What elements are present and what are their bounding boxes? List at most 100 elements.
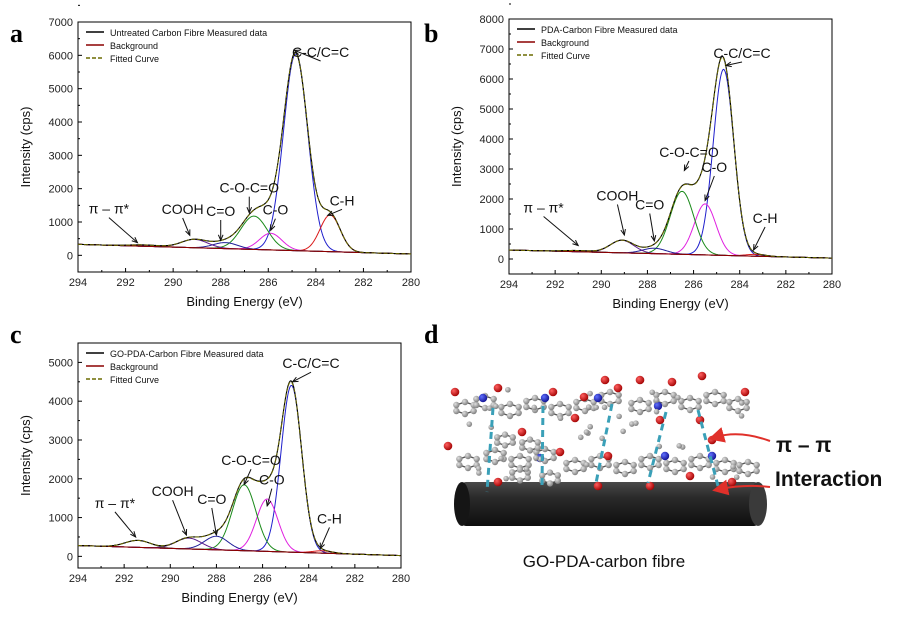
y-tick-label: 0 bbox=[67, 551, 73, 563]
carbon-atom bbox=[516, 466, 524, 473]
annotation-arrow bbox=[292, 371, 312, 383]
y-tick-label: 5000 bbox=[49, 84, 73, 96]
nitrogen-atom bbox=[593, 393, 603, 403]
y-tick-label: 5000 bbox=[480, 104, 504, 116]
carbon-atom bbox=[548, 403, 555, 411]
carbon-atom bbox=[490, 395, 497, 403]
carbon-atom bbox=[534, 444, 541, 451]
annotation-arrow bbox=[649, 213, 655, 242]
annotation-arrowhead bbox=[704, 194, 710, 202]
carbon-atom bbox=[671, 468, 679, 476]
peak-annotation: C-O-C=O bbox=[659, 144, 719, 160]
oxygen-atom bbox=[727, 477, 737, 487]
carbon-atom bbox=[516, 452, 524, 460]
y-tick-label: 0 bbox=[498, 254, 504, 266]
annotation-arrowhead bbox=[293, 49, 301, 55]
plot-area bbox=[78, 51, 411, 255]
carbon-atom bbox=[588, 455, 595, 463]
plot-area bbox=[509, 55, 832, 259]
peak-c-c-c-c bbox=[78, 384, 401, 557]
oxygen-atom bbox=[707, 435, 717, 445]
carbon-atom bbox=[720, 397, 727, 405]
carbon-atom bbox=[473, 401, 480, 409]
carbon-atom bbox=[509, 439, 516, 446]
peak-annotation: C=O bbox=[197, 491, 226, 507]
carbon-atom bbox=[546, 469, 554, 476]
carbon-atom bbox=[583, 461, 590, 468]
carbon-atom bbox=[470, 407, 477, 415]
carbon-atom bbox=[688, 461, 695, 469]
carbon-atom bbox=[638, 455, 645, 463]
oxygen-atom bbox=[443, 441, 453, 451]
background-line bbox=[78, 243, 411, 255]
molecular-layers bbox=[443, 371, 760, 491]
carbon-atom bbox=[509, 474, 516, 481]
panel-a: 294 292 290 288 286 284 282 280 0 1000 2000 3000 400… bbox=[18, 4, 420, 309]
annotation-arrowhead bbox=[243, 478, 249, 486]
y-axis-label: Intensity (cps) bbox=[449, 106, 464, 187]
panel-d: π – π Interaction GO-PDA-carbon fibre bbox=[443, 371, 882, 571]
carbon-atom bbox=[491, 446, 499, 454]
x-tick-label: 294 bbox=[500, 279, 518, 291]
interaction-arrows bbox=[708, 427, 771, 496]
x-tick-label: 280 bbox=[823, 279, 841, 291]
carbon-atom bbox=[550, 448, 557, 456]
y-tick-label: 1000 bbox=[49, 217, 73, 229]
carbon-atom bbox=[663, 465, 670, 473]
carbon-atom bbox=[695, 397, 702, 405]
carbon-atom bbox=[653, 397, 660, 403]
carbon-atom bbox=[476, 470, 482, 476]
oxygen-atom bbox=[697, 371, 707, 381]
peak-c-c-c-c bbox=[509, 68, 832, 259]
x-tick-label: 290 bbox=[161, 573, 179, 585]
carbon-fibre bbox=[454, 482, 767, 526]
legend-entry: GO-PDA-Carbon Fibre Measured data bbox=[110, 349, 264, 359]
oxygen-atom bbox=[555, 447, 565, 457]
oxygen-atom bbox=[570, 413, 580, 423]
carbon-atom bbox=[581, 407, 589, 415]
carbon-atom bbox=[630, 461, 637, 469]
annotation-arrow bbox=[753, 226, 766, 251]
panel-b: 294 292 290 288 286 284 282 280 0 1000 2000 3000 400… bbox=[449, 3, 841, 311]
y-tick-label: 2000 bbox=[480, 194, 504, 206]
nitrogen-atom bbox=[478, 393, 488, 403]
carbon-atom bbox=[621, 458, 629, 466]
carbon-atom bbox=[636, 408, 644, 416]
carbon-atom bbox=[736, 461, 743, 469]
interaction-label: Interaction bbox=[775, 468, 882, 491]
carbon-atom bbox=[563, 459, 570, 467]
annotation-arrowhead bbox=[181, 529, 188, 537]
carbon-atom bbox=[645, 399, 652, 407]
carbon-atom bbox=[500, 449, 507, 457]
carbon-atom bbox=[588, 461, 595, 469]
fitted-curve bbox=[78, 381, 401, 557]
carbon-atom bbox=[709, 474, 716, 480]
carbon-atom bbox=[630, 467, 637, 475]
annotation-arrow bbox=[243, 468, 252, 485]
carbon-atom bbox=[526, 447, 534, 454]
carbon-atom bbox=[615, 397, 622, 405]
carbon-atom bbox=[539, 472, 546, 479]
x-tick-label: 292 bbox=[546, 279, 564, 291]
legend-entry: Fitted Curve bbox=[110, 375, 159, 385]
oxygen-atom bbox=[493, 383, 503, 393]
y-tick-label: 1000 bbox=[480, 224, 504, 236]
carbon-atom bbox=[473, 455, 480, 463]
annotation-arrowhead bbox=[724, 61, 732, 68]
carbon-atom bbox=[583, 429, 590, 435]
carbon-atom bbox=[494, 434, 501, 441]
y-tick-label: 3000 bbox=[49, 435, 73, 447]
oxygen-atom bbox=[579, 392, 589, 402]
peak-annotation: C-C/C=C bbox=[713, 45, 770, 61]
carbon-atom bbox=[753, 467, 760, 475]
carbon-atom bbox=[711, 388, 719, 396]
x-tick-label: 286 bbox=[253, 573, 271, 585]
carbon-atom bbox=[506, 412, 514, 420]
carbon-atom bbox=[743, 404, 750, 412]
y-tick-label: 8000 bbox=[480, 14, 504, 26]
oxygen-atom bbox=[635, 375, 645, 385]
x-axis-label: Binding Energy (eV) bbox=[181, 590, 297, 605]
oxygen-atom bbox=[613, 383, 623, 393]
carbon-atom bbox=[675, 394, 681, 401]
carbon-atom bbox=[461, 410, 469, 418]
